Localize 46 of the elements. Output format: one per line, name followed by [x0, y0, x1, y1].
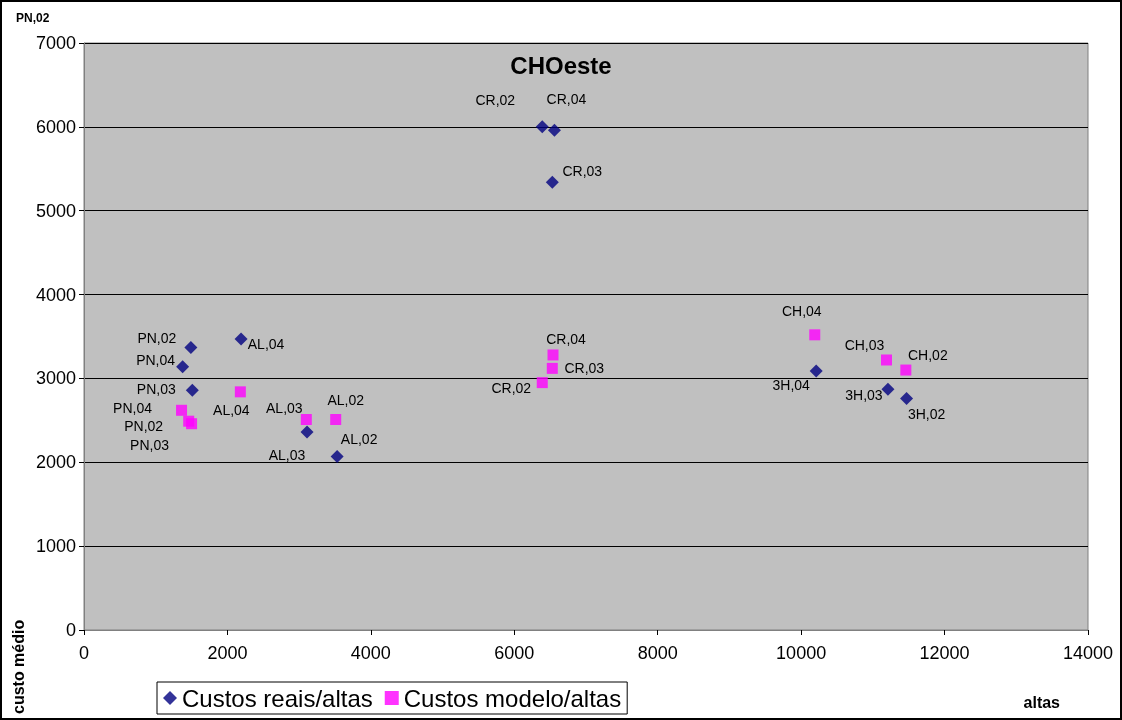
- annotation: PN,04: [136, 351, 176, 368]
- chart-title: CHOeste: [510, 51, 612, 79]
- x-tick-label: 8000: [637, 643, 678, 663]
- annotation: PN,03: [136, 381, 176, 398]
- annotation: 3H,04: [772, 376, 811, 393]
- annotation: PN,02: [137, 330, 177, 347]
- y-tick-label: 5000: [35, 200, 76, 221]
- y-axis-title: custo médio: [9, 619, 27, 714]
- y-tick-label: 4000: [35, 284, 76, 305]
- annotation: CR,04: [546, 91, 587, 108]
- annotation: CR,03: [564, 360, 605, 377]
- y-tick-label: 1000: [35, 536, 76, 557]
- annotation: AL,03: [266, 399, 303, 416]
- legend-label: Custos reais/altas: [182, 684, 373, 712]
- x-tick-label: 10000: [776, 643, 827, 663]
- annotation: AL,03: [268, 447, 306, 464]
- y-tick-label: 6000: [35, 116, 76, 137]
- x-tick-label: 4000: [350, 643, 391, 663]
- annotation: CR,02: [475, 91, 516, 108]
- annotation: PN,03: [130, 436, 170, 453]
- legend-label: Custos modelo/altas: [403, 684, 622, 712]
- annotation: 3H,02: [907, 405, 946, 422]
- y-tick-label: 0: [65, 620, 76, 640]
- annotation: CR,02: [491, 379, 532, 396]
- annotation: CR,04: [546, 330, 587, 347]
- y-tick-label: 3000: [35, 368, 76, 389]
- annotation: AL,04: [213, 401, 250, 418]
- annotation: CH,02: [908, 347, 948, 364]
- annotation: AL,02: [327, 391, 365, 408]
- annotation: CH,04: [781, 302, 822, 319]
- x-tick-label: 2000: [207, 643, 248, 663]
- annotation: CR,03: [562, 163, 603, 180]
- annotation: 3H,03: [845, 387, 883, 404]
- y-tick-label: 2000: [35, 452, 76, 473]
- annotation: CH,03: [844, 336, 885, 353]
- annotation: PN,02: [124, 418, 164, 435]
- x-axis-title: altas: [1023, 693, 1061, 711]
- text: PN,02: [16, 11, 50, 25]
- annotation: AL,04: [247, 336, 285, 353]
- y-tick-label: 7000: [35, 33, 76, 53]
- x-tick-label: 0: [78, 643, 90, 663]
- annotation: PN,04: [113, 400, 153, 417]
- x-tick-label: 12000: [919, 643, 970, 663]
- annotation: AL,02: [340, 431, 378, 448]
- x-tick-label: 6000: [494, 643, 535, 663]
- x-tick-label: 14000: [1062, 643, 1114, 663]
